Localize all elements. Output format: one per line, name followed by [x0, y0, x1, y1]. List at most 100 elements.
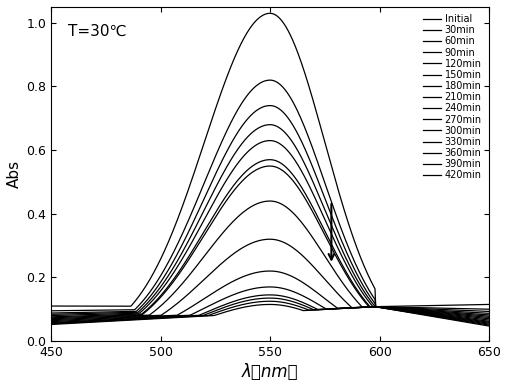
Initial	[125, 304, 132, 308]
300min	[48, 319, 54, 324]
60min	[161, 275, 167, 280]
210min	[378, 305, 385, 310]
120min	[48, 313, 54, 318]
210min	[341, 283, 347, 288]
Initial	[341, 208, 347, 213]
Legend: Initial, 30min, 60min, 90min, 120min, 150min, 180min, 210min, 240min, 270min, 30: Initial, 30min, 60min, 90min, 120min, 15…	[422, 12, 484, 182]
270min	[161, 314, 167, 318]
90min	[307, 173, 313, 177]
120min	[378, 305, 385, 310]
360min	[125, 317, 132, 322]
300min	[307, 297, 313, 302]
90min	[486, 311, 492, 316]
330min	[161, 315, 167, 319]
60min	[341, 245, 347, 249]
Line: 420min: 420min	[51, 305, 489, 326]
300min	[341, 306, 347, 310]
240min	[246, 242, 252, 246]
120min	[307, 185, 313, 190]
Line: 390min: 390min	[51, 301, 489, 325]
90min	[341, 252, 347, 257]
390min	[378, 305, 385, 310]
420min	[161, 316, 167, 320]
210min	[161, 301, 167, 306]
Text: T=30℃: T=30℃	[69, 24, 127, 39]
330min	[341, 306, 347, 310]
210min	[246, 206, 252, 210]
420min	[125, 318, 132, 322]
360min	[378, 305, 385, 310]
300min	[486, 320, 492, 325]
X-axis label: λ（nm）: λ（nm）	[242, 363, 298, 381]
300min	[125, 316, 132, 320]
30min	[378, 305, 385, 309]
330min	[486, 321, 492, 326]
60min	[125, 309, 132, 314]
90min	[125, 310, 132, 315]
120min	[267, 138, 273, 143]
360min	[307, 306, 313, 310]
180min	[125, 313, 132, 317]
90min	[161, 281, 167, 285]
330min	[307, 303, 313, 308]
Initial	[161, 250, 167, 255]
30min	[267, 78, 273, 83]
180min	[486, 315, 492, 320]
Line: 150min: 150min	[51, 160, 489, 317]
240min	[48, 317, 54, 322]
210min	[48, 317, 54, 321]
390min	[246, 301, 252, 305]
Y-axis label: Abs: Abs	[7, 160, 22, 188]
180min	[378, 305, 385, 310]
360min	[246, 298, 252, 303]
Line: 240min: 240min	[51, 239, 489, 320]
90min	[267, 122, 273, 127]
390min	[307, 308, 313, 312]
300min	[267, 285, 273, 289]
Initial	[486, 302, 492, 307]
30min	[341, 235, 347, 239]
180min	[267, 164, 273, 168]
150min	[378, 305, 385, 310]
120min	[246, 148, 252, 153]
360min	[267, 296, 273, 300]
60min	[307, 158, 313, 163]
60min	[267, 103, 273, 108]
90min	[246, 133, 252, 138]
240min	[125, 314, 132, 319]
360min	[48, 321, 54, 326]
60min	[486, 309, 492, 314]
30min	[125, 307, 132, 312]
390min	[267, 299, 273, 303]
390min	[125, 317, 132, 322]
330min	[378, 305, 385, 310]
360min	[161, 315, 167, 320]
Line: 180min: 180min	[51, 166, 489, 318]
240min	[341, 298, 347, 303]
Line: 30min: 30min	[51, 80, 489, 311]
Initial	[307, 87, 313, 92]
240min	[267, 237, 273, 242]
210min	[307, 231, 313, 236]
Line: 270min: 270min	[51, 271, 489, 321]
150min	[267, 158, 273, 162]
180min	[48, 315, 54, 320]
270min	[125, 315, 132, 320]
150min	[125, 312, 132, 317]
60min	[246, 115, 252, 120]
120min	[161, 285, 167, 289]
330min	[267, 293, 273, 297]
60min	[378, 305, 385, 309]
Line: 330min: 330min	[51, 295, 489, 323]
210min	[486, 317, 492, 321]
150min	[161, 290, 167, 294]
330min	[48, 320, 54, 325]
210min	[125, 314, 132, 318]
150min	[48, 315, 54, 319]
180min	[341, 269, 347, 274]
90min	[48, 312, 54, 317]
240min	[378, 305, 385, 310]
30min	[161, 268, 167, 273]
180min	[161, 291, 167, 296]
420min	[378, 305, 385, 310]
